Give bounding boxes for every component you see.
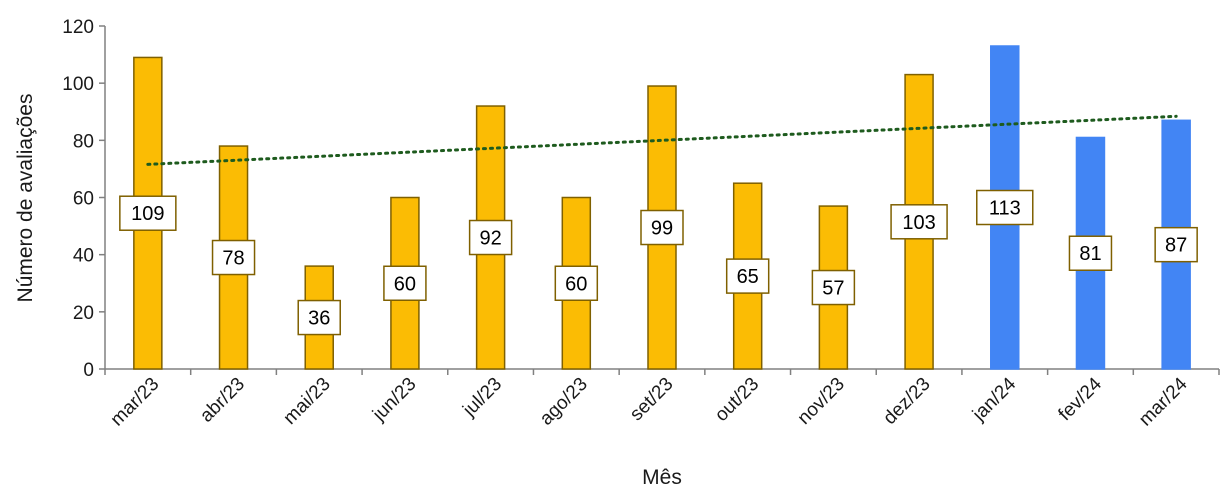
data-label-text: 36 — [308, 308, 330, 330]
data-label: 113 — [976, 189, 1034, 226]
data-label-text: 87 — [1165, 235, 1187, 257]
data-label-text: 60 — [394, 273, 416, 295]
data-label-box — [640, 209, 684, 246]
data-label-text: 92 — [479, 228, 501, 250]
data-label: 65 — [725, 258, 770, 294]
y-axis-title: Número de avaliações — [14, 94, 37, 303]
data-labels: 109 78 36 60 92 60 99 65 57 103 113 81 87 — [119, 189, 1198, 336]
data-label-text: 78 — [222, 248, 244, 270]
data-label: 60 — [383, 265, 427, 301]
data-label-box — [211, 239, 256, 276]
y-tick-label: 20 — [73, 303, 94, 324]
x-tick-label: mar/23 — [107, 374, 164, 431]
y-axis: 0 20 40 60 80 100 120 — [62, 17, 106, 381]
data-label-text: 81 — [1079, 243, 1101, 265]
data-label-box — [725, 258, 770, 294]
data-label: 92 — [468, 219, 513, 256]
data-label-text: 57 — [822, 278, 844, 300]
data-label-box — [468, 219, 513, 256]
data-label: 78 — [211, 239, 256, 276]
x-tick-label: jun/23 — [368, 374, 420, 426]
x-tick-label: out/23 — [711, 374, 763, 426]
y-tick-label: 100 — [62, 74, 94, 95]
y-tick-label: 60 — [73, 189, 94, 210]
data-label: 60 — [554, 265, 599, 301]
y-tick-label: 0 — [83, 360, 94, 381]
x-axis-title: Mês — [642, 466, 682, 488]
data-label: 103 — [890, 204, 948, 240]
data-label-text: 103 — [902, 212, 935, 234]
data-label-text: 60 — [565, 273, 587, 295]
y-tick-label: 40 — [73, 246, 94, 267]
x-tick-label: dez/23 — [879, 374, 934, 429]
data-label-box — [890, 204, 948, 240]
x-tick-label: set/23 — [626, 374, 677, 425]
x-tick-label: mar/24 — [1135, 373, 1192, 430]
data-label: 36 — [297, 299, 341, 336]
data-label-box — [1068, 235, 1113, 271]
data-label-text: 99 — [651, 218, 673, 240]
data-label-text: 65 — [737, 266, 759, 288]
x-tick-label: nov/23 — [794, 374, 849, 429]
x-tick-label: mai/23 — [280, 374, 335, 429]
data-label: 109 — [119, 195, 177, 231]
data-label-box — [1154, 226, 1198, 263]
data-label: 87 — [1154, 226, 1198, 263]
data-label-box — [119, 195, 177, 231]
x-tick-label: abr/23 — [196, 374, 249, 427]
x-tick-label: jan/24 — [968, 373, 1020, 425]
data-label: 81 — [1068, 235, 1113, 271]
data-label-box — [297, 299, 341, 336]
data-label-box — [811, 269, 856, 306]
y-tick-label: 120 — [62, 17, 94, 38]
data-label-box — [976, 189, 1034, 226]
data-label-text: 113 — [989, 198, 1021, 220]
x-tick-label: jul/23 — [458, 374, 506, 422]
data-label-text: 109 — [131, 203, 164, 225]
data-label-box — [383, 265, 427, 301]
data-label: 57 — [811, 269, 856, 306]
data-label: 99 — [640, 209, 684, 246]
x-axis: mar/23 abr/23 mai/23 jun/23 jul/23 ago/23 set/… — [104, 368, 1220, 431]
x-tick-label: fev/24 — [1055, 373, 1107, 425]
x-tick-label: ago/23 — [536, 374, 592, 430]
data-label-box — [554, 265, 599, 301]
y-tick-label: 80 — [73, 131, 94, 152]
